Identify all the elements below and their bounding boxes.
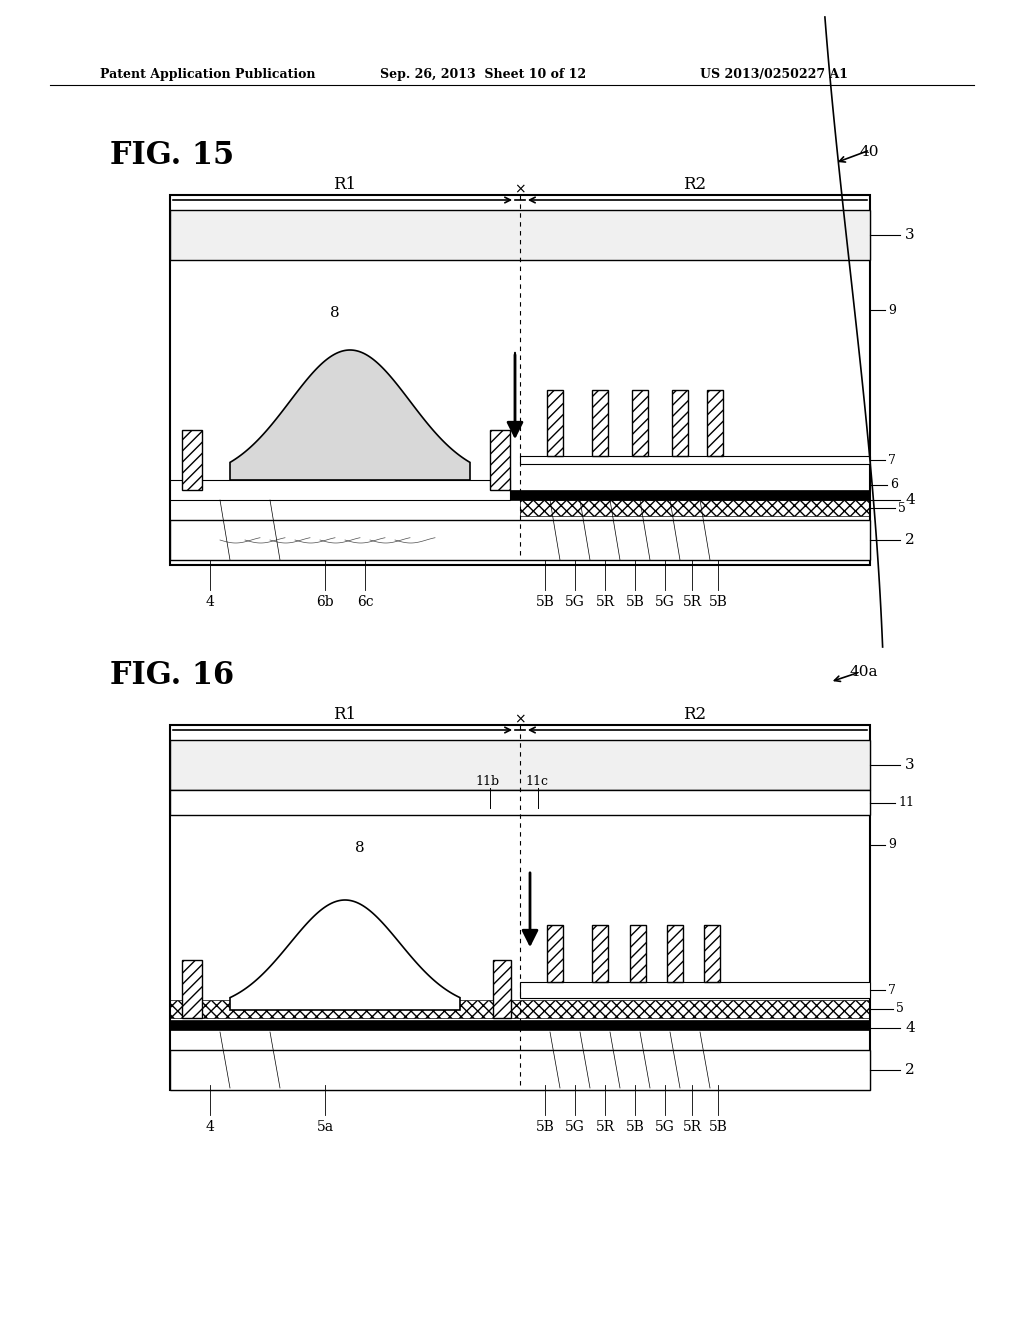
Text: 4: 4 [206,1119,214,1134]
Text: 6b: 6b [316,595,334,609]
Bar [182,960,202,1018]
Bar [170,1001,870,1018]
Text: 4: 4 [206,595,214,609]
Text: 8: 8 [355,841,365,855]
Text: 3: 3 [905,758,914,772]
Bar [182,430,202,490]
Bar [170,490,870,500]
Bar [520,982,870,998]
Text: 5B: 5B [709,595,727,609]
Text: 5G: 5G [565,1119,585,1134]
Text: 5G: 5G [655,1119,675,1134]
Text: Patent Application Publication: Patent Application Publication [100,69,315,81]
Text: R1: R1 [334,176,356,193]
Bar [493,960,511,1018]
Text: US 2013/0250227 A1: US 2013/0250227 A1 [700,69,848,81]
Text: 7: 7 [888,454,896,466]
Text: 5G: 5G [565,595,585,609]
Text: 5R: 5R [682,1119,701,1134]
Bar [705,925,720,982]
Text: 6c: 6c [356,595,374,609]
Bar [520,500,870,516]
Bar [170,210,870,260]
Bar [170,725,870,1090]
Text: 6: 6 [890,479,898,491]
Polygon shape [230,350,470,480]
Bar [632,389,648,455]
Text: 5B: 5B [536,595,554,609]
Bar [170,741,870,789]
Text: R2: R2 [683,176,707,193]
Text: Sep. 26, 2013  Sheet 10 of 12: Sep. 26, 2013 Sheet 10 of 12 [380,69,586,81]
Text: 5R: 5R [595,1119,614,1134]
Text: 8: 8 [330,306,340,319]
Bar [170,1020,870,1030]
Text: 7: 7 [888,983,896,997]
Text: ×: × [514,711,525,726]
Text: 9: 9 [888,838,896,851]
Bar [170,520,870,560]
Text: 5B: 5B [536,1119,554,1134]
Text: R2: R2 [683,706,707,723]
Text: 5R: 5R [595,595,614,609]
Text: 4: 4 [905,492,914,507]
Text: 5G: 5G [655,595,675,609]
Bar [520,455,870,465]
Text: 11c: 11c [525,775,548,788]
Text: 5a: 5a [316,1119,334,1134]
Bar [707,389,723,455]
Text: 5: 5 [898,502,906,515]
Text: 11: 11 [898,796,914,809]
Text: 5B: 5B [626,1119,644,1134]
Text: R1: R1 [334,706,356,723]
Text: 11b: 11b [475,775,499,788]
Bar [490,430,510,490]
Bar [592,389,608,455]
Text: 5: 5 [896,1002,904,1015]
Text: 40a: 40a [850,665,879,678]
Text: FIG. 15: FIG. 15 [110,140,234,172]
Text: 2: 2 [905,533,914,546]
Bar [547,389,563,455]
Text: 5B: 5B [626,595,644,609]
Bar [630,925,646,982]
Bar [170,1049,870,1090]
Text: 9: 9 [888,304,896,317]
Bar [667,925,683,982]
Bar [547,925,563,982]
Bar [170,195,870,565]
Bar [592,925,608,982]
Text: 5B: 5B [709,1119,727,1134]
Text: FIG. 16: FIG. 16 [110,660,234,690]
Text: 5R: 5R [682,595,701,609]
Bar [672,389,688,455]
Text: 2: 2 [905,1063,914,1077]
Text: 4: 4 [905,1020,914,1035]
Text: 40: 40 [860,145,880,158]
Text: ×: × [514,182,525,195]
Bar [170,480,510,500]
Text: 3: 3 [905,228,914,242]
Bar [170,789,870,814]
Polygon shape [230,900,460,1010]
